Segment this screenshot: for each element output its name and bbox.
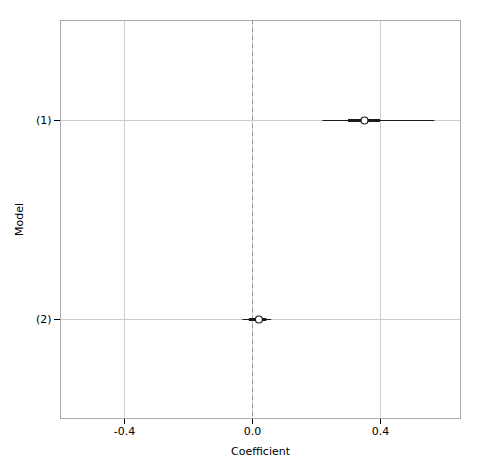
svg-text:(1): (1) bbox=[36, 114, 52, 127]
svg-text:Coefficient: Coefficient bbox=[231, 445, 291, 458]
svg-text:0.0: 0.0 bbox=[244, 425, 262, 438]
svg-text:-0.4: -0.4 bbox=[114, 425, 135, 438]
svg-text:0.4: 0.4 bbox=[372, 425, 390, 438]
svg-text:Model: Model bbox=[13, 203, 26, 236]
svg-text:(2): (2) bbox=[36, 313, 52, 326]
